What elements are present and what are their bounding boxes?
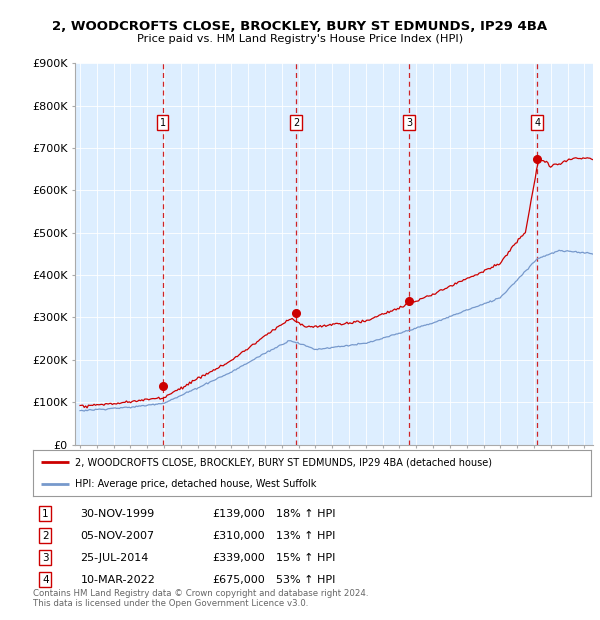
Text: £310,000: £310,000	[212, 531, 265, 541]
Text: 2: 2	[42, 531, 49, 541]
Text: 2, WOODCROFTS CLOSE, BROCKLEY, BURY ST EDMUNDS, IP29 4BA: 2, WOODCROFTS CLOSE, BROCKLEY, BURY ST E…	[52, 20, 548, 33]
Text: Contains HM Land Registry data © Crown copyright and database right 2024.: Contains HM Land Registry data © Crown c…	[33, 590, 368, 598]
Text: 3: 3	[42, 552, 49, 563]
Text: 30-NOV-1999: 30-NOV-1999	[80, 508, 155, 519]
Text: This data is licensed under the Open Government Licence v3.0.: This data is licensed under the Open Gov…	[33, 600, 308, 608]
Text: £339,000: £339,000	[212, 552, 265, 563]
Text: 4: 4	[42, 575, 49, 585]
Text: 25-JUL-2014: 25-JUL-2014	[80, 552, 149, 563]
Text: 10-MAR-2022: 10-MAR-2022	[80, 575, 155, 585]
Text: £139,000: £139,000	[212, 508, 265, 519]
Text: 2, WOODCROFTS CLOSE, BROCKLEY, BURY ST EDMUNDS, IP29 4BA (detached house): 2, WOODCROFTS CLOSE, BROCKLEY, BURY ST E…	[75, 457, 492, 467]
Text: HPI: Average price, detached house, West Suffolk: HPI: Average price, detached house, West…	[75, 479, 316, 489]
Text: 18% ↑ HPI: 18% ↑ HPI	[276, 508, 335, 519]
Text: £675,000: £675,000	[212, 575, 265, 585]
Text: Price paid vs. HM Land Registry's House Price Index (HPI): Price paid vs. HM Land Registry's House …	[137, 34, 463, 44]
Text: 53% ↑ HPI: 53% ↑ HPI	[276, 575, 335, 585]
Text: 15% ↑ HPI: 15% ↑ HPI	[276, 552, 335, 563]
Text: 1: 1	[160, 118, 166, 128]
Text: 4: 4	[534, 118, 540, 128]
Text: 05-NOV-2007: 05-NOV-2007	[80, 531, 155, 541]
Text: 13% ↑ HPI: 13% ↑ HPI	[276, 531, 335, 541]
Text: 2: 2	[293, 118, 299, 128]
Text: 1: 1	[42, 508, 49, 519]
Text: 3: 3	[406, 118, 412, 128]
